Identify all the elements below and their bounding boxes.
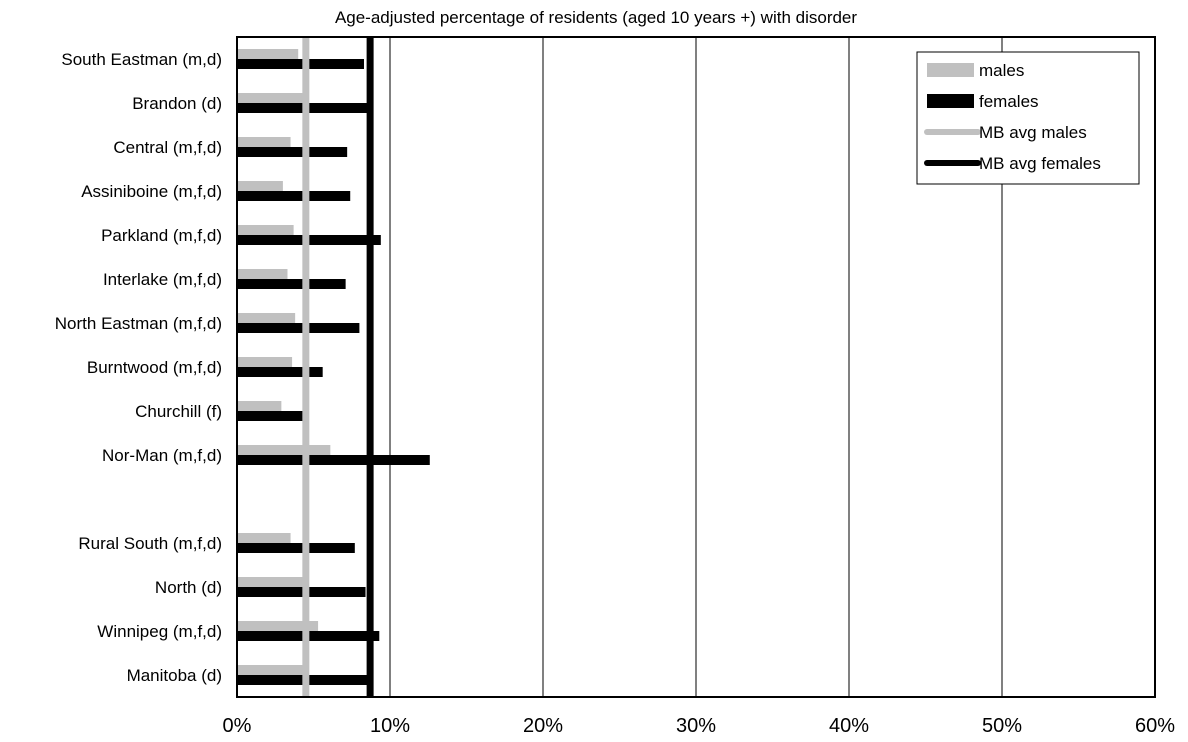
bar-males (237, 577, 306, 587)
bar-females (237, 323, 360, 333)
bar-females (237, 191, 351, 201)
category-label: Brandon (d) (132, 94, 222, 113)
x-tick-label: 20% (523, 715, 563, 737)
category-label: Burntwood (m,f,d) (87, 358, 222, 377)
bar-males (237, 49, 299, 59)
category-label: Manitoba (d) (127, 666, 222, 685)
bar-males (237, 357, 293, 367)
bar-females (237, 279, 346, 289)
bar-males (237, 665, 306, 675)
category-label: Rural South (m,f,d) (78, 534, 222, 553)
bar-males (237, 225, 294, 235)
bar-males (237, 269, 288, 279)
bar-females (237, 147, 348, 157)
bar-males (237, 533, 291, 543)
legend-swatch-females (927, 94, 974, 108)
bar-females (237, 543, 355, 553)
x-tick-label: 30% (676, 715, 716, 737)
category-label: Interlake (m,f,d) (103, 270, 222, 289)
x-tick-label: 60% (1135, 715, 1175, 737)
x-tick-label: 10% (370, 715, 410, 737)
bar-males (237, 621, 319, 631)
category-label: Nor-Man (m,f,d) (102, 446, 222, 465)
legend-label: females (979, 92, 1039, 111)
legend-swatch-males (927, 63, 974, 77)
category-label: Assiniboine (m,f,d) (81, 182, 222, 201)
bar-males (237, 313, 296, 323)
reference-lines (302, 37, 374, 697)
plot-frame (236, 36, 1156, 698)
category-label: South Eastman (m,d) (61, 50, 222, 69)
bar-males (237, 137, 291, 147)
legend-label: MB avg males (979, 123, 1087, 142)
category-label: Churchill (f) (135, 402, 222, 421)
bar-females (237, 59, 364, 69)
bar-males (237, 445, 331, 455)
x-tick-labels: 0% 10% 20% 30% 40% 50% 60% (223, 715, 1176, 737)
category-label: North (d) (155, 578, 222, 597)
bar-females (237, 411, 305, 421)
bar-males (237, 181, 283, 191)
bar-males (237, 93, 306, 103)
x-tick-label: 50% (982, 715, 1022, 737)
category-label: Parkland (m,f,d) (101, 226, 222, 245)
category-label: Central (m,f,d) (113, 138, 222, 157)
bar-males (237, 401, 282, 411)
legend-label: males (979, 61, 1024, 80)
bar-females (237, 587, 366, 597)
legend: males females MB avg males MB avg females (916, 51, 1140, 185)
gridlines (389, 37, 1003, 697)
category-label: Winnipeg (m,f,d) (97, 622, 222, 641)
bar-females (237, 455, 430, 465)
x-tick-label: 0% (223, 715, 252, 737)
category-labels: South Eastman (m,d) Brandon (d) Central (m… (55, 50, 222, 685)
bars (237, 49, 430, 685)
chart-title: Age-adjusted percentage of residents (ag… (335, 8, 857, 27)
category-label: North Eastman (m,f,d) (55, 314, 222, 333)
x-tick-label: 40% (829, 715, 869, 737)
bar-females (237, 103, 368, 113)
bar-females (237, 367, 323, 377)
legend-label: MB avg females (979, 154, 1101, 173)
